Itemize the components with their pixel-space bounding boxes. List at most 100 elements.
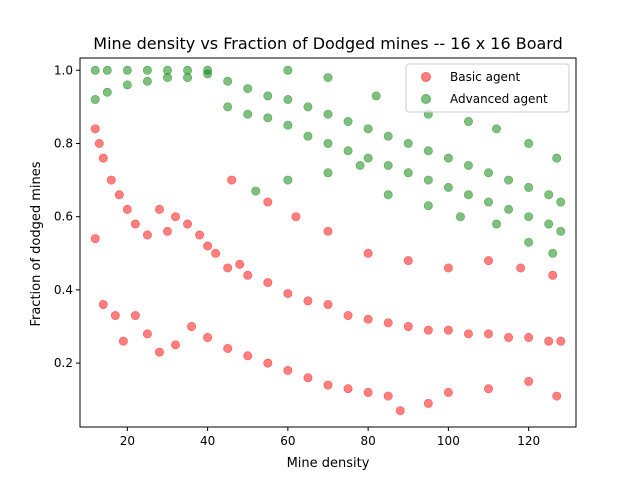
y-axis-label: Fraction of dodged mines [29, 161, 44, 326]
data-point [544, 336, 554, 346]
data-point [211, 248, 221, 258]
data-point [110, 311, 120, 321]
data-point [106, 175, 116, 185]
y-tick-label: 1.0 [54, 63, 73, 77]
data-point [283, 95, 293, 105]
data-point [183, 219, 193, 229]
data-point [283, 120, 293, 130]
data-point [423, 325, 433, 335]
data-point [492, 124, 502, 134]
data-point [102, 65, 112, 75]
data-point [443, 387, 453, 397]
data-point [524, 332, 534, 342]
data-point [383, 190, 393, 200]
legend-label: Advanced agent [450, 92, 548, 106]
data-point [223, 76, 233, 86]
data-point [484, 384, 494, 394]
data-point [171, 212, 181, 222]
legend-marker [421, 72, 431, 82]
data-point [227, 175, 237, 185]
data-point [403, 138, 413, 148]
data-point [251, 186, 261, 196]
data-point [463, 117, 473, 127]
data-point [223, 343, 233, 353]
data-point [484, 197, 494, 207]
data-point [283, 175, 293, 185]
y-tick-label: 0.4 [54, 283, 73, 297]
data-point [154, 204, 164, 214]
data-point [90, 95, 100, 105]
x-tick-label: 100 [437, 434, 460, 448]
data-point [443, 263, 453, 273]
data-point [323, 168, 333, 178]
data-point [162, 226, 172, 236]
data-point [383, 318, 393, 328]
data-point [343, 384, 353, 394]
data-point [142, 230, 152, 240]
data-point [423, 146, 433, 156]
data-point [102, 87, 112, 97]
data-point [455, 212, 465, 222]
data-point [183, 73, 193, 83]
data-point [504, 204, 514, 214]
data-point [524, 376, 534, 386]
data-point [484, 329, 494, 339]
data-point [544, 219, 554, 229]
data-point [383, 391, 393, 401]
data-point [122, 80, 132, 90]
data-point [171, 340, 181, 350]
data-point [395, 406, 405, 416]
data-point [403, 256, 413, 266]
x-tick-label: 80 [360, 434, 375, 448]
legend: Basic agent Advanced agent [405, 63, 570, 113]
data-point [355, 160, 365, 170]
data-point [263, 358, 273, 368]
data-point [122, 204, 132, 214]
data-point [443, 153, 453, 163]
data-point [98, 300, 108, 310]
y-tick-label: 0.6 [54, 210, 73, 224]
data-point [223, 102, 233, 112]
data-point [516, 263, 526, 273]
data-point [303, 131, 313, 141]
data-point [142, 329, 152, 339]
data-point [504, 332, 514, 342]
data-point [463, 329, 473, 339]
data-point [524, 212, 534, 222]
data-point [492, 219, 502, 229]
data-point [443, 182, 453, 192]
legend-marker [421, 94, 431, 104]
data-point [323, 380, 333, 390]
data-point [383, 131, 393, 141]
data-point [90, 234, 100, 244]
data-point [548, 270, 558, 280]
data-point [423, 201, 433, 211]
data-point [544, 190, 554, 200]
data-point [263, 113, 273, 123]
data-point [130, 219, 140, 229]
data-point [484, 168, 494, 178]
data-point [371, 91, 381, 101]
data-point [94, 138, 104, 148]
points-layer [90, 65, 566, 416]
data-point [552, 153, 562, 163]
x-tick-label: 40 [200, 434, 215, 448]
data-point [524, 138, 534, 148]
data-point [323, 109, 333, 119]
x-tick-label: 120 [517, 434, 540, 448]
data-point [463, 190, 473, 200]
data-point [263, 197, 273, 207]
data-point [556, 226, 566, 236]
data-point [130, 311, 140, 321]
data-point [90, 65, 100, 75]
data-point [323, 300, 333, 310]
data-point [423, 175, 433, 185]
data-point [323, 73, 333, 83]
data-point [303, 296, 313, 306]
data-point [263, 91, 273, 101]
data-point [484, 256, 494, 266]
data-point [343, 311, 353, 321]
data-point [548, 248, 558, 258]
data-point [114, 190, 124, 200]
series-1 [90, 65, 566, 258]
